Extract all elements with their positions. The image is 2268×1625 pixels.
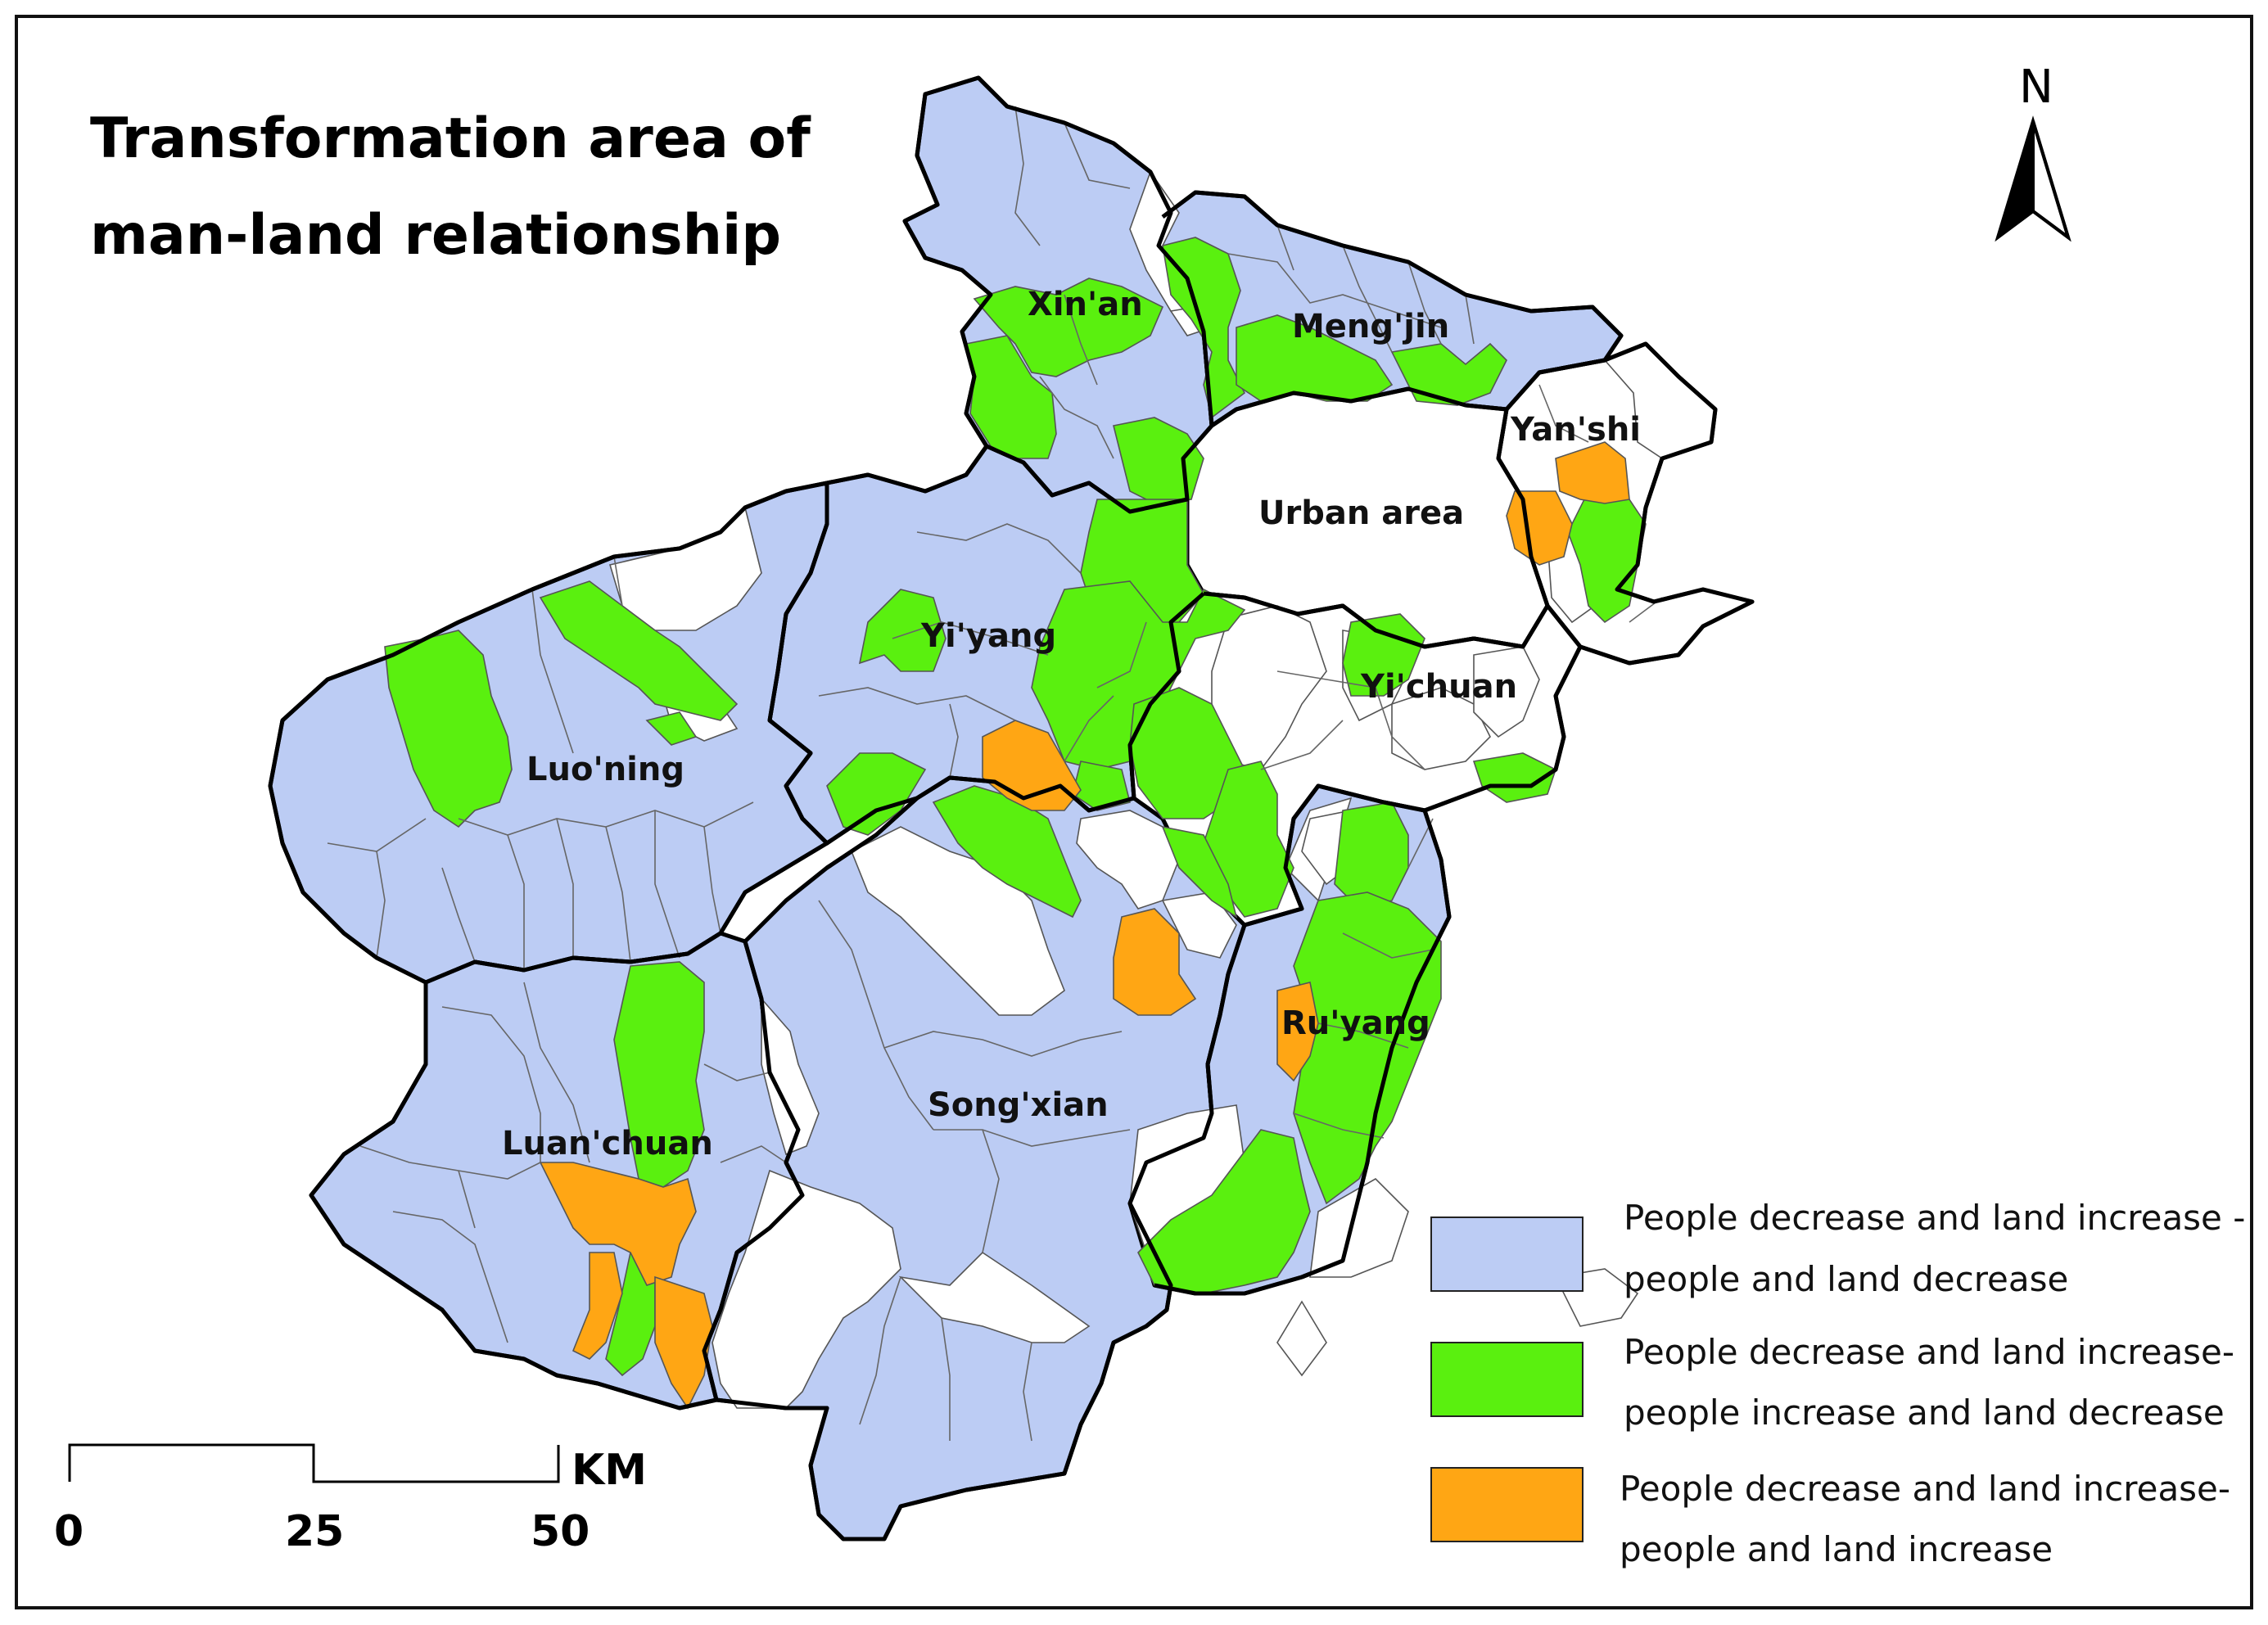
scale-tick-50: 50 [531,1507,590,1556]
county-boundaries [268,75,1755,1541]
label-ruyang: Ru'yang [1281,1004,1430,1042]
label-luoning: Luo'ning [526,751,684,788]
label-songxian: Song'xian [928,1086,1109,1124]
label-luanchuan: Luan'chuan [502,1125,713,1162]
legend-label-type-b-line2: people increase and land decrease [1624,1393,2225,1433]
legend-label-type-c-line1: People decrease and land increase- [1620,1469,2230,1509]
unchanged-areas [608,170,1716,1409]
legend-swatch-type-b [1430,1342,1584,1417]
label-yanshi: Yan'shi [1510,411,1641,449]
label-mengjin: Meng'jin [1292,308,1449,345]
scale-unit: KM [572,1446,647,1495]
north-arrow-icon: N [1995,61,2071,242]
scale-tick-0: 0 [54,1507,84,1556]
township-boundaries [327,106,1663,1442]
legend-swatch-type-a [1430,1216,1584,1292]
type-c-areas [539,441,1630,1410]
legend-label-type-a-line2: people and land decrease [1624,1259,2068,1299]
legend-label-type-a-line1: People decrease and land increase - [1624,1198,2245,1238]
label-xinan: Xin'an [1028,286,1143,323]
legend: People decrease and land increase - peop… [1430,1198,2245,1569]
legend-swatch-type-c [1430,1467,1584,1542]
label-urban: Urban area [1258,494,1464,532]
north-label: N [2019,61,2053,114]
scale-tick-25: 25 [285,1507,344,1556]
label-yichuan: Yi'chuan [1360,668,1517,706]
scale-bar: KM 0 25 50 [54,1443,647,1556]
legend-label-type-b-line1: People decrease and land increase- [1624,1332,2234,1372]
map-title-line2: man-land relationship [90,203,781,268]
label-yiyang: Yi'yang [920,617,1056,655]
legend-label-type-c-line2: people and land increase [1620,1529,2053,1569]
map-title-line1: Transformation area of [90,106,811,171]
